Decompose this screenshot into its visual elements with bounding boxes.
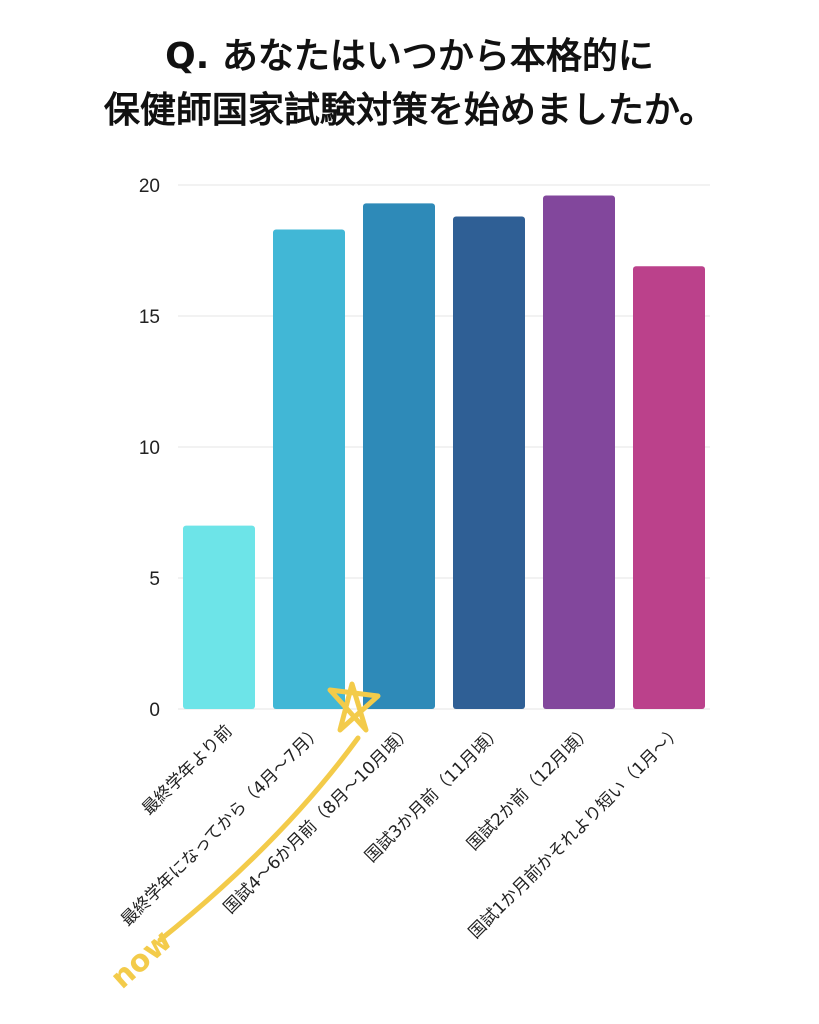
x-tick-label: 国試4〜6か月前（8月〜10月頃）: [220, 721, 417, 918]
y-tick-label: 20: [139, 176, 160, 197]
x-tick-label: 最終学年になってから（4月〜7月）: [117, 721, 326, 930]
bars: [183, 195, 705, 710]
y-axis-ticks: 0 5 10 15 20: [139, 176, 160, 721]
y-tick-label: 10: [139, 438, 160, 459]
x-axis-labels: 最終学年より前最終学年になってから（4月〜7月）国試4〜6か月前（8月〜10月頃…: [117, 721, 686, 943]
y-tick-label: 0: [149, 700, 160, 721]
x-tick-label: 最終学年より前: [138, 721, 236, 819]
bar: [183, 525, 255, 709]
star-icon: [327, 681, 381, 733]
title-line-1: Q. あなたはいつから本格的に: [165, 36, 654, 77]
bar: [273, 229, 345, 710]
bar: [633, 266, 705, 709]
bar: [453, 216, 525, 709]
y-tick-label: 5: [149, 569, 160, 590]
bar: [363, 203, 435, 709]
arrow-stroke: [157, 735, 361, 943]
gridlines: [178, 184, 710, 710]
chart-title: Q. あなたはいつから本格的に 保健師国家試験対策を始めましたか。: [0, 30, 819, 138]
handwritten-annotation: now: [104, 681, 381, 996]
y-tick-label: 15: [139, 307, 160, 328]
bar: [543, 195, 615, 710]
title-line-2: 保健師国家試験対策を始めましたか。: [103, 90, 716, 131]
